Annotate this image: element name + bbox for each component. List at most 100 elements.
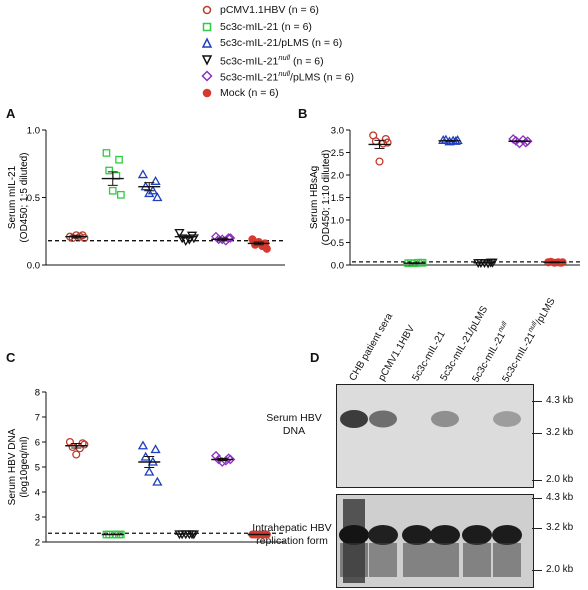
square-point [102,149,111,157]
size-marker-tick [532,401,542,402]
legend-label: 5c3c-mIL-21null (n = 6) [220,52,324,68]
y-tick-label: 3.0 [331,126,344,137]
y-tick-label: 0.5 [331,238,344,249]
blot-smear [493,543,521,577]
down-triangle-point [188,234,199,244]
triangle-point [150,444,161,454]
circle-point [371,137,380,146]
y-tick-label: 3 [35,513,40,524]
y-tick-label: 0.0 [331,261,344,272]
chart-panel-a: 0.0 0.5 1.0 Serum mIL-21 (OD450; 1:5 diluted… [7,126,285,272]
triangle-point [137,169,149,179]
blot-bottom-image [336,494,534,588]
southern-blot-panel: CHB patient sera pCMV1.1HBV 5c3c-mIL-21 5c3… [252,296,588,590]
diamond-point [522,136,533,147]
y-tick-label: 4 [35,488,40,499]
panel-label-b: B [298,106,308,121]
legend-label: 5c3c-mIL-21 (n = 6) [220,20,312,33]
square-point [115,155,123,164]
blot-band [492,525,522,545]
open-triangle-marker-icon [201,37,213,48]
blot-band [402,525,432,545]
y-axis-label: (OD450; 1:10 diluted) [321,150,332,246]
filled-circle-point [262,244,271,253]
size-marker-label: 2.0 kb [546,564,574,575]
legend-item: 5c3c-mIL-21null/pLMS (n = 6) [198,68,398,85]
size-marker-tick [532,498,542,499]
y-tick-label: 7 [35,413,40,424]
blot-smear [369,543,397,577]
blot-smear [431,543,459,577]
diamond-point [225,454,236,465]
y-tick-label: 0.0 [27,261,40,272]
blot-band [339,525,369,545]
circle-point [383,138,392,147]
legend-item: Mock (n = 6) [198,85,398,102]
diamond-point [225,233,236,243]
y-axis-label: Serum mIL-21 [7,165,18,229]
open-down-triangle-marker-icon [201,55,213,66]
blot-band [462,525,492,545]
panel-label-c: C [6,350,16,365]
blot-bottom-label: Intrahepatic HBV replication form [252,522,332,547]
y-axis-label: (OD450; 1:5 diluted) [19,152,30,242]
y-tick-label: 8 [35,388,40,399]
blot-top-label: Serum HBV DNA [266,412,322,437]
y-tick-label: 0.5 [27,193,40,204]
chart-panel-b: 0.0 0.5 1.0 1.5 2.0 2.5 3.0 Serum HBsAg (OD450; … [309,126,580,272]
filled-circle-marker-icon [202,88,212,98]
blot-band [493,411,521,427]
y-axis-label: Serum HBsAg [309,166,320,229]
square-point [105,166,113,175]
blot-band [369,410,397,428]
blot-smear [403,543,431,577]
circle-point [375,157,384,166]
legend-item: pCMV1.1HBV (n = 6) [198,2,398,19]
triangle-point [137,440,149,450]
blot-band [368,525,398,545]
triangle-point [144,188,155,198]
chart-panel-c: 2 3 4 5 6 7 8 Serum HBV DNA (log10geq/ml) [7,388,285,549]
blot-smear [340,543,368,577]
blot-lane-label: 5c3c-mIL-21null/pLMS [500,296,558,385]
size-marker-tick [532,433,542,434]
triangle-point [144,466,155,476]
blot-top-image [336,384,534,488]
y-axis-label: (log10geq/ml) [19,436,30,497]
legend-label: Mock (n = 6) [220,86,279,99]
legend-item: 5c3c-mIL-21null (n = 6) [198,52,398,69]
open-square-marker-icon [202,22,212,31]
legend-label: pCMV1.1HBV (n = 6) [220,4,319,17]
triangle-point [152,476,163,486]
square-point [117,190,125,199]
legend-label: 5c3c-mIL-21null/pLMS (n = 6) [220,69,354,84]
size-marker-tick [532,480,542,481]
blot-band [430,525,460,545]
size-marker-label: 3.2 kb [546,427,574,438]
circle-point [72,450,81,459]
legend-item: 5c3c-mIL-21 (n = 6) [198,19,398,36]
y-tick-label: 1.0 [27,126,40,137]
blot-band [431,410,459,428]
size-marker-label: 2.0 kb [546,474,574,485]
legend-item: 5c3c-mIL-21/pLMS (n = 6) [198,35,398,52]
size-marker-label: 3.2 kb [546,522,574,533]
y-tick-label: 6 [35,438,40,449]
blot-background [337,385,533,487]
down-triangle-point [174,228,185,238]
panel-label-d: D [310,350,320,365]
blot-smear [463,543,491,577]
size-marker-tick [532,528,542,529]
y-tick-label: 1.5 [331,193,344,204]
y-tick-label: 2.5 [331,148,344,159]
legend-label: 5c3c-mIL-21/pLMS (n = 6) [220,37,343,50]
size-marker-label: 4.3 kb [546,492,574,503]
y-tick-label: 5 [35,463,40,474]
blot-band [340,410,368,428]
triangle-point [152,192,163,202]
open-circle-marker-icon [202,6,212,15]
size-marker-label: 4.3 kb [546,395,574,406]
y-tick-label: 2.0 [331,171,344,182]
circle-point [80,440,89,449]
y-tick-label: 2 [35,538,40,549]
